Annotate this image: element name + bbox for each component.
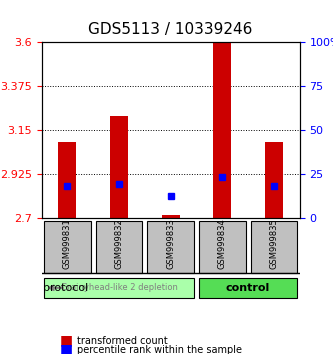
Text: protocol: protocol bbox=[43, 283, 88, 293]
Text: ■: ■ bbox=[60, 343, 73, 354]
FancyBboxPatch shape bbox=[251, 221, 297, 273]
Bar bbox=[58, 142, 77, 218]
Text: percentile rank within the sample: percentile rank within the sample bbox=[77, 345, 241, 354]
Text: ■: ■ bbox=[60, 333, 73, 348]
Text: transformed count: transformed count bbox=[77, 336, 167, 346]
Text: GSM999835: GSM999835 bbox=[269, 219, 278, 269]
FancyBboxPatch shape bbox=[199, 221, 245, 273]
Title: GDS5113 / 10339246: GDS5113 / 10339246 bbox=[89, 22, 253, 37]
Bar bbox=[265, 142, 283, 218]
Text: control: control bbox=[226, 283, 270, 293]
Bar bbox=[213, 42, 231, 218]
FancyBboxPatch shape bbox=[44, 278, 194, 297]
FancyBboxPatch shape bbox=[148, 221, 194, 273]
Text: GSM999831: GSM999831 bbox=[63, 219, 72, 269]
Text: GSM999832: GSM999832 bbox=[115, 219, 124, 269]
Bar bbox=[162, 215, 180, 218]
Text: GSM999833: GSM999833 bbox=[166, 218, 175, 269]
Text: Grainyhead-like 2 depletion: Grainyhead-like 2 depletion bbox=[61, 283, 177, 292]
FancyBboxPatch shape bbox=[96, 221, 142, 273]
FancyBboxPatch shape bbox=[44, 221, 91, 273]
Bar bbox=[110, 116, 128, 218]
FancyBboxPatch shape bbox=[199, 278, 297, 297]
Text: GSM999834: GSM999834 bbox=[218, 219, 227, 269]
